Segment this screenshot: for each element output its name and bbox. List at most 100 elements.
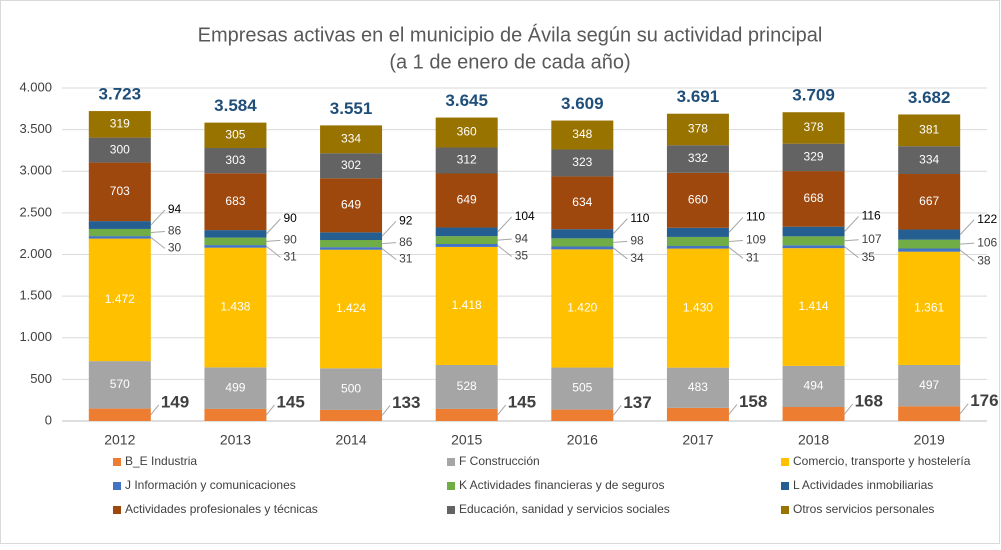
y-tick-label: 500	[30, 371, 52, 386]
x-tick-label: 2018	[798, 432, 829, 448]
bar-segment	[666, 113, 729, 146]
bar-segment	[435, 244, 498, 247]
bar-segment	[435, 117, 498, 148]
leader-line	[382, 242, 397, 245]
leader-line	[728, 217, 744, 233]
data-label: 528	[457, 379, 477, 393]
bar-segment	[666, 246, 729, 249]
bar-segment	[204, 148, 267, 174]
chart-title: Empresas activas en el municipio de Ávil…	[198, 23, 823, 46]
x-tick-label: 2012	[104, 432, 135, 448]
data-label: 1.420	[567, 301, 597, 315]
data-label: 505	[572, 381, 592, 395]
leader-line	[613, 240, 628, 243]
leader-line	[266, 239, 281, 242]
data-label: 1.472	[105, 292, 135, 306]
bar-segment	[782, 248, 845, 366]
bar-segment	[782, 171, 845, 227]
legend-label: F Construcción	[459, 454, 540, 468]
data-label: 378	[688, 122, 708, 136]
leader-line	[381, 220, 397, 237]
total-label: 3.723	[99, 85, 142, 104]
bar-segment	[88, 221, 151, 229]
x-tick-label: 2017	[682, 432, 713, 448]
leader-line	[728, 239, 743, 242]
legend-label: Otros servicios personales	[793, 502, 934, 516]
total-label: 3.709	[792, 86, 835, 105]
data-label: 323	[572, 155, 592, 169]
bar-segment	[666, 407, 729, 421]
legend-label: K Actividades financieras y de seguros	[459, 478, 664, 492]
data-label: 110	[746, 210, 765, 224]
bar-segment	[88, 238, 151, 362]
leader-line	[381, 405, 391, 416]
bar-segment	[88, 111, 151, 138]
bar-segment	[666, 172, 729, 228]
bar-segment	[898, 251, 961, 365]
data-label: 649	[457, 193, 477, 207]
leader-line	[959, 403, 969, 414]
data-label: 1.430	[683, 300, 713, 314]
bar-segment	[898, 114, 961, 147]
data-label: 312	[457, 153, 477, 167]
data-label: 381	[919, 123, 939, 137]
bar-segment	[320, 153, 383, 179]
x-tick-label: 2019	[914, 432, 945, 448]
bar-segment	[898, 239, 961, 249]
bar-segment	[551, 149, 614, 177]
bar-segment	[88, 228, 151, 237]
leader-line	[497, 216, 513, 233]
data-label: 378	[804, 120, 824, 134]
bar-segment	[204, 408, 267, 421]
leader-line	[613, 247, 628, 260]
bar-segment	[435, 173, 498, 228]
leader-line	[612, 404, 622, 416]
bar-segment	[782, 407, 845, 421]
leader-line	[266, 404, 275, 416]
y-tick-label: 2.000	[19, 246, 52, 261]
bar-segment	[204, 237, 267, 246]
y-tick-label: 1.000	[19, 329, 52, 344]
data-label: 483	[688, 380, 708, 394]
legend-label: J Información y comunicaciones	[125, 478, 296, 492]
data-label: 334	[341, 131, 361, 145]
x-tick-label: 2016	[567, 432, 598, 448]
legend-label: L Actividades inmobiliarias	[793, 478, 933, 492]
bar-segment	[782, 226, 845, 237]
bar-segment	[320, 368, 383, 410]
legend-swatch	[447, 482, 455, 490]
leader-line	[960, 242, 975, 245]
bar-segment	[898, 173, 961, 230]
bar-segment	[666, 145, 729, 173]
bar-segment	[666, 248, 729, 368]
legend-swatch	[447, 506, 455, 514]
bar-segment	[88, 137, 151, 163]
data-label: 35	[515, 249, 529, 263]
y-tick-label: 0	[45, 412, 52, 427]
data-label: 1.438	[220, 300, 250, 314]
data-label: 107	[862, 232, 882, 246]
data-label: 1.424	[336, 301, 366, 315]
legend-label: Comercio, transporte y hostelería	[793, 454, 971, 468]
bar-segment	[435, 236, 498, 245]
bar-segment	[435, 364, 498, 409]
data-label: 30	[168, 241, 182, 255]
leader-line	[150, 231, 165, 234]
leader-line	[844, 239, 859, 242]
leader-line	[266, 218, 281, 235]
leader-line	[497, 245, 512, 257]
data-label: 106	[977, 235, 997, 249]
leader-line	[266, 245, 281, 258]
data-label: 500	[341, 381, 361, 395]
bar-segment	[88, 162, 151, 222]
legend-swatch	[113, 482, 121, 490]
data-label: 334	[919, 152, 939, 166]
bar-segment	[782, 112, 845, 144]
data-label: 332	[688, 151, 708, 165]
bar-segment	[551, 367, 614, 410]
bar-segment	[666, 367, 729, 408]
data-label: 570	[110, 377, 130, 391]
bar-segment	[551, 409, 614, 421]
leader-line	[150, 209, 166, 226]
